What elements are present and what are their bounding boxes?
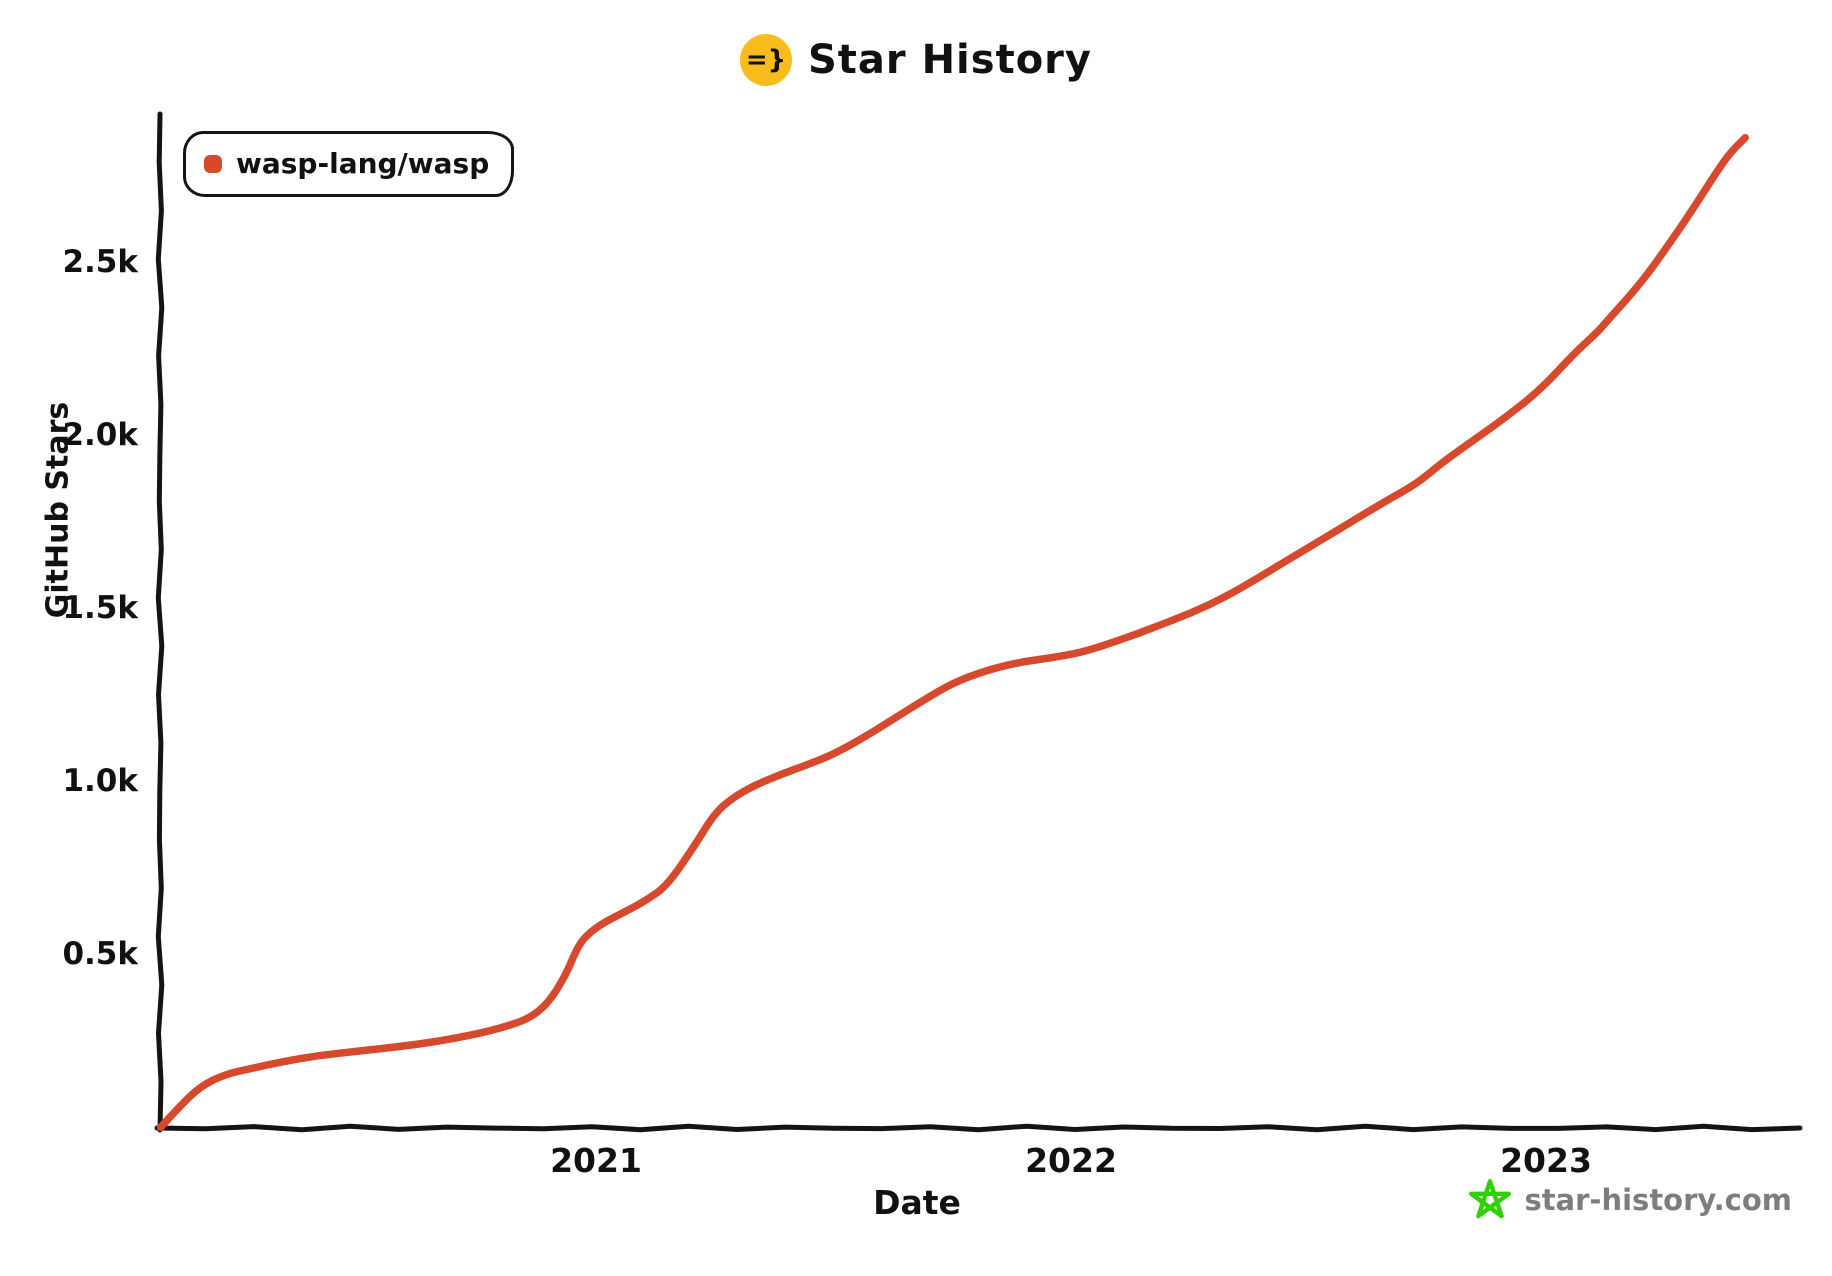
star-doodle-icon	[1469, 1179, 1512, 1219]
x-axis-line	[154, 1123, 1803, 1133]
x-tick-label-2023: 2023	[1500, 1141, 1592, 1180]
chart-title-group: =} Star History	[0, 30, 1832, 90]
legend: wasp-lang/wasp	[183, 131, 515, 197]
x-tick-label-2021: 2021	[550, 1141, 642, 1180]
x-axis-title: Date	[873, 1183, 961, 1222]
watermark-text: star-history.com	[1524, 1183, 1792, 1217]
y-tick-label-0.5k: 0.5k	[62, 936, 138, 972]
y-tick-label-2.0k: 2.0k	[62, 417, 138, 453]
y-tick-label-1.0k: 1.0k	[62, 763, 138, 799]
y-tick-label-1.5k: 1.5k	[62, 590, 138, 626]
series-marker-icon	[204, 154, 222, 173]
y-tick-label-2.5k: 2.5k	[62, 244, 138, 280]
star-history-logo-icon: =}	[740, 34, 792, 86]
watermark: star-history.com	[1468, 1178, 1792, 1222]
y-axis-line	[155, 111, 165, 1133]
series-line-wasp-lang/wasp	[156, 133, 1749, 1132]
legend-series-label: wasp-lang/wasp	[236, 147, 490, 180]
x-tick-label-2022: 2022	[1025, 1141, 1117, 1180]
page-title: Star History	[808, 37, 1092, 83]
